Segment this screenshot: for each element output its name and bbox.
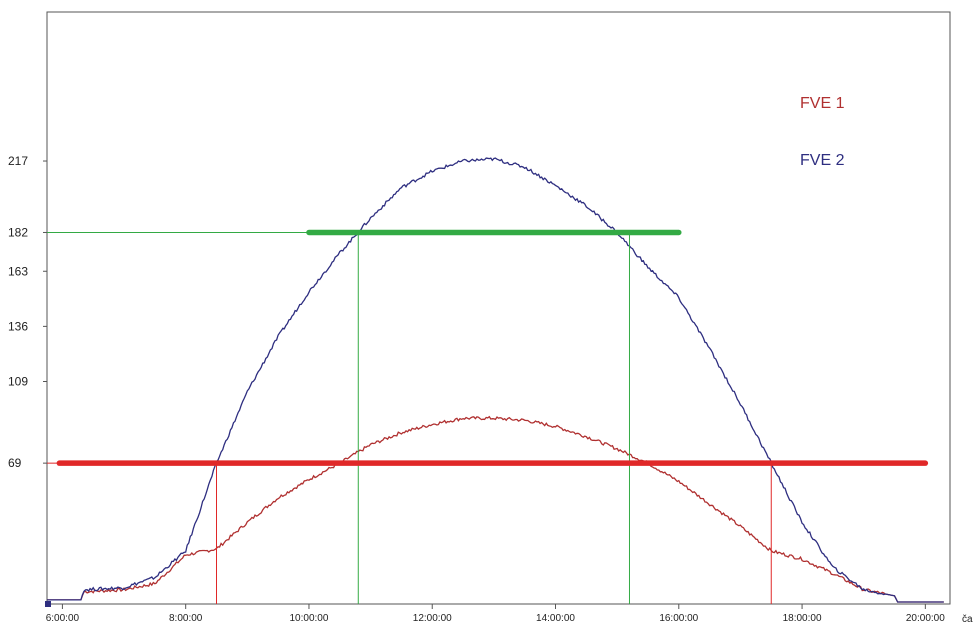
axes [45, 11, 951, 607]
y-tick-label: 163 [8, 264, 28, 278]
y-tick-label: 109 [8, 374, 28, 388]
x-tick-label: 16:00:00 [659, 613, 698, 624]
y-tick-label: 182 [8, 225, 28, 239]
series-line-2 [47, 157, 944, 603]
plot-frame [46, 11, 951, 605]
x-tick-label: 18:00:00 [783, 613, 822, 624]
x-tick-label: 12:00:00 [413, 613, 452, 624]
series-lines [47, 157, 944, 603]
x-tick-label: 14:00:00 [536, 613, 575, 624]
legend-entry: FVE 2 [800, 152, 845, 169]
x-tick-label: 10:00:00 [289, 613, 328, 624]
x-tick-label: 6:00:00 [46, 613, 80, 624]
reference-lines [47, 229, 929, 604]
x-axis-tick-labels: 6:00:00 8:00:00 10:00:00 12:00:00 14:00:00 16… [46, 604, 945, 624]
axis-origin-marker [45, 601, 51, 607]
y-axis-tick-labels: 69 109 136 163 182 217 [8, 154, 47, 470]
y-tick-label: 69 [8, 456, 22, 470]
series-line-1 [47, 415, 944, 603]
x-tick-label: 8:00:00 [169, 613, 203, 624]
legend-entry: FVE 1 [800, 95, 845, 112]
x-axis-unit-label: ča [962, 614, 973, 625]
y-tick-label: 217 [8, 154, 28, 168]
legend: FVE 1 FVE 2 [800, 95, 845, 169]
x-tick-label: 20:00:00 [906, 613, 945, 624]
y-tick-label: 136 [8, 319, 28, 333]
